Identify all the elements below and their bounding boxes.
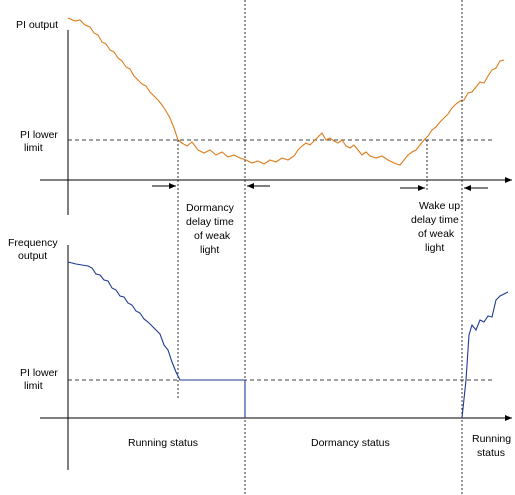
- pi-output-curve: [67, 17, 505, 166]
- top-threshold-label-line1: PI lower: [20, 129, 58, 141]
- frequency-output-curve-wakeup: [461, 291, 509, 419]
- bottom-threshold-label-line1: PI lower: [20, 367, 58, 379]
- wakeup-delay-label-line1: Wake up: [419, 200, 460, 212]
- top-y-axis-label: PI output: [16, 19, 58, 31]
- wakeup-delay-label-line2: delay time: [411, 214, 459, 226]
- bottom-threshold-label-line2: limit: [24, 380, 43, 392]
- wakeup-delay-label-line4: light: [425, 242, 444, 254]
- status-running-end-label-line2: status: [477, 447, 505, 459]
- dormancy-delay-label-line2: delay time: [186, 216, 234, 228]
- dormancy-delay-label-line3: of weak: [194, 230, 231, 242]
- status-running-end-label-line1: Running: [472, 433, 511, 445]
- status-dormancy-label: Dormancy status: [311, 437, 390, 449]
- top-threshold-label-line2: limit: [24, 142, 43, 154]
- status-running-label: Running status: [128, 437, 198, 449]
- bottom-y-axis-label-line2: output: [18, 250, 47, 262]
- bottom-y-axis-label-line1: Frequency: [8, 237, 58, 249]
- dormancy-delay-label-line4: light: [200, 244, 219, 256]
- frequency-output-curve-running: [67, 261, 246, 418]
- wakeup-delay-label-line3: of weak: [418, 228, 455, 240]
- dormancy-delay-label-line1: Dormancy: [186, 202, 235, 214]
